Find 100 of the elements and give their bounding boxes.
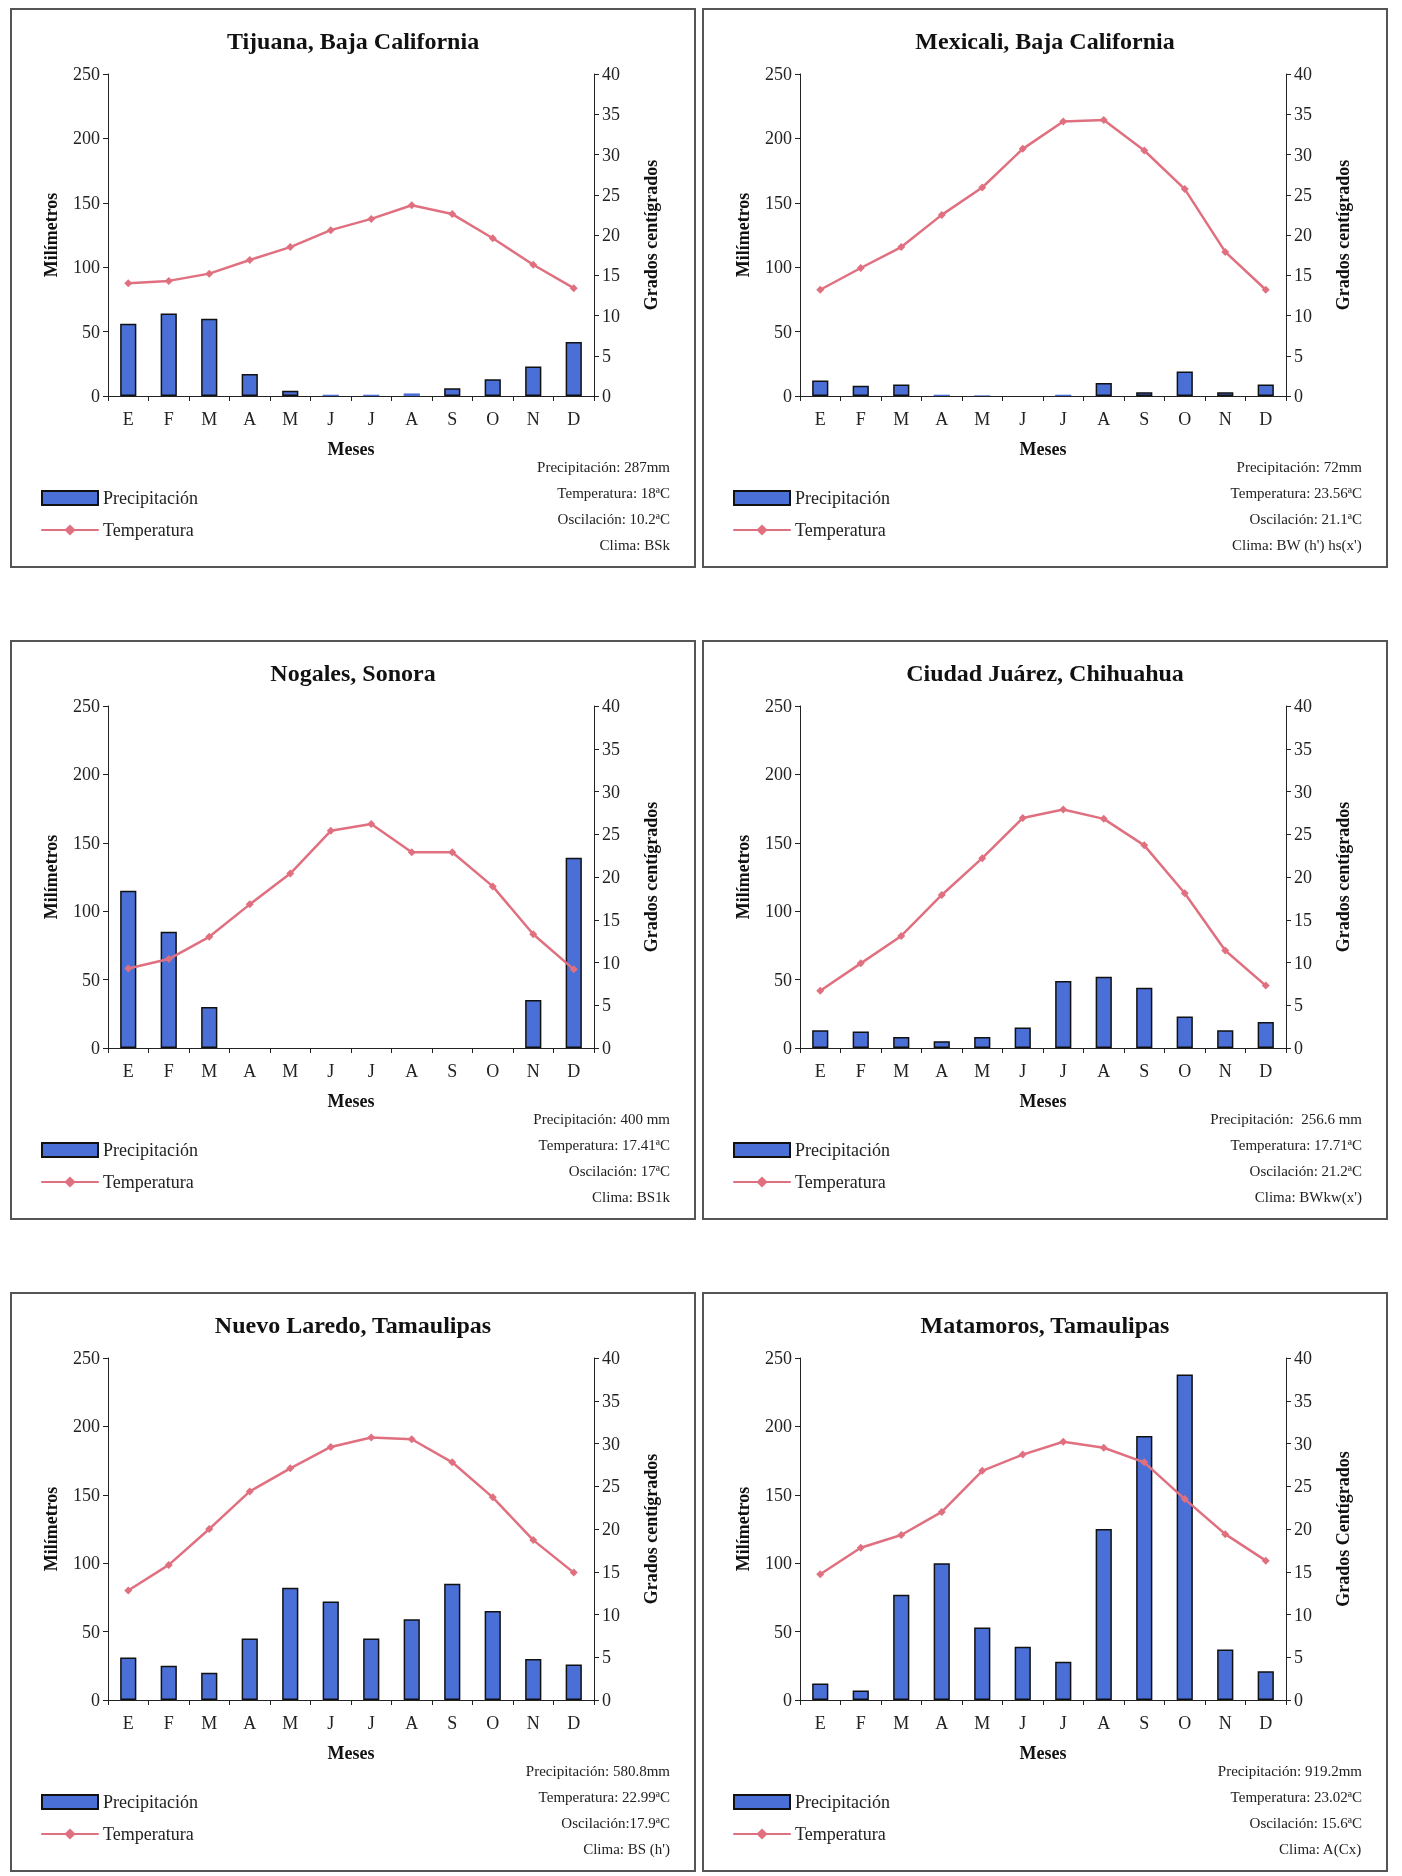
point	[407, 201, 416, 210]
point	[1140, 146, 1149, 155]
x-tick-label: J	[1059, 1061, 1067, 1081]
y2-tick-label: 20	[602, 1519, 620, 1539]
bar	[120, 1657, 137, 1700]
point	[529, 930, 538, 939]
point	[897, 1530, 906, 1539]
y2-tick-label: 35	[602, 104, 620, 125]
text: Precipitación: 287mm	[537, 458, 671, 475]
bar	[933, 1041, 950, 1048]
legend-label: Temperatura	[103, 1172, 194, 1192]
y-tick-label: 50	[82, 969, 100, 990]
point	[286, 1464, 295, 1473]
text: Clima: A(Cx)	[1279, 1840, 1362, 1858]
x-tick-label: F	[163, 1713, 174, 1733]
point	[816, 1570, 825, 1579]
chart-title: Tijuana, Baja California	[226, 28, 480, 54]
bar	[893, 1594, 910, 1700]
x-tick-label: A	[243, 409, 257, 429]
y2-tick-label: 15	[602, 265, 620, 286]
bar	[565, 1664, 582, 1700]
point	[978, 1466, 987, 1475]
y-axis-title: Milímetros	[733, 1486, 753, 1572]
bar	[525, 1000, 542, 1048]
x-tick-label: E	[122, 1713, 134, 1733]
x-tick-label: F	[855, 1061, 866, 1081]
y2-tick-label: 25	[1294, 824, 1312, 845]
x-tick-label: E	[814, 409, 826, 429]
point	[367, 819, 376, 828]
point	[1059, 1437, 1068, 1446]
x-tick-label: A	[243, 1061, 257, 1081]
y2-tick-label: 20	[1294, 867, 1312, 887]
y2-tick-label: 5	[1294, 995, 1303, 1016]
x-tick-label: O	[1178, 1713, 1192, 1733]
y-tick-label: 150	[765, 832, 792, 853]
x-tick-label: D	[1259, 1061, 1273, 1081]
legend-label: Temperatura	[103, 520, 194, 540]
x-tick-label: M	[974, 1713, 991, 1733]
bar	[1095, 1529, 1112, 1700]
bar	[282, 390, 299, 396]
y2-tick-label: 10	[602, 1604, 620, 1625]
legend-label: Temperatura	[795, 1824, 886, 1844]
y-tick-label: 150	[765, 1484, 792, 1505]
bar	[484, 379, 501, 396]
y-tick-label: 100	[765, 1553, 792, 1574]
point	[1018, 1450, 1027, 1459]
point	[1180, 185, 1189, 194]
bar	[201, 318, 218, 396]
y2-tick-label: 0	[1294, 386, 1303, 406]
y-tick-label: 200	[765, 128, 792, 149]
y2-tick-label: 30	[1294, 1433, 1312, 1454]
bar	[852, 1690, 869, 1700]
y2-tick-label: 35	[1294, 104, 1312, 125]
point	[816, 285, 825, 294]
y-tick-label: 50	[82, 1621, 100, 1642]
y2-tick-label: 35	[602, 738, 620, 759]
point	[448, 1458, 457, 1467]
legend-label: Precipitación	[795, 1140, 890, 1160]
point	[856, 1543, 865, 1552]
y2-axis-title: Grados Centígrados	[1333, 1451, 1353, 1607]
point	[286, 243, 295, 252]
text: Precipitación: 919.2mm	[1217, 1762, 1363, 1779]
x-tick-label: A	[1097, 1713, 1111, 1733]
bar	[812, 380, 829, 396]
bar	[1176, 1016, 1193, 1048]
x-tick-label: J	[327, 1061, 335, 1081]
x-tick-label: D	[1259, 1713, 1273, 1733]
point	[978, 854, 987, 863]
y-tick-label: 200	[765, 1416, 792, 1437]
y-axis-title: Milímetros	[41, 1486, 61, 1572]
bar	[1014, 1027, 1031, 1048]
point	[286, 869, 295, 878]
x-tick-label: N	[526, 1713, 540, 1733]
y-tick-label: 200	[73, 764, 100, 785]
point	[124, 279, 133, 288]
y-tick-label: 50	[774, 321, 792, 342]
point	[488, 882, 497, 891]
point	[1221, 247, 1230, 256]
x-tick-label: M	[282, 1061, 299, 1081]
text: Temperatura: 17.71ªC	[1230, 1136, 1363, 1153]
y2-tick-label: 40	[602, 1348, 620, 1368]
x-tick-label: M	[201, 409, 218, 429]
y-tick-label: 100	[765, 901, 792, 922]
point	[164, 1560, 173, 1569]
x-tick-label: N	[526, 1061, 540, 1081]
x-tick-label: S	[447, 409, 458, 429]
y-tick-label: 0	[783, 386, 792, 406]
point	[205, 932, 214, 941]
x-tick-label: E	[122, 409, 134, 429]
point	[1140, 1458, 1149, 1467]
x-axis-title: Meses	[327, 1091, 375, 1111]
x-tick-label: S	[1139, 409, 1150, 429]
point	[856, 959, 865, 968]
y2-tick-label: 5	[602, 995, 611, 1016]
bar	[1257, 384, 1274, 396]
y2-tick-label: 40	[602, 696, 620, 716]
y-tick-label: 0	[783, 1038, 792, 1058]
bar	[322, 1601, 339, 1700]
text: Clima: BWkw(x')	[1254, 1188, 1363, 1206]
x-tick-label: F	[163, 1061, 174, 1081]
